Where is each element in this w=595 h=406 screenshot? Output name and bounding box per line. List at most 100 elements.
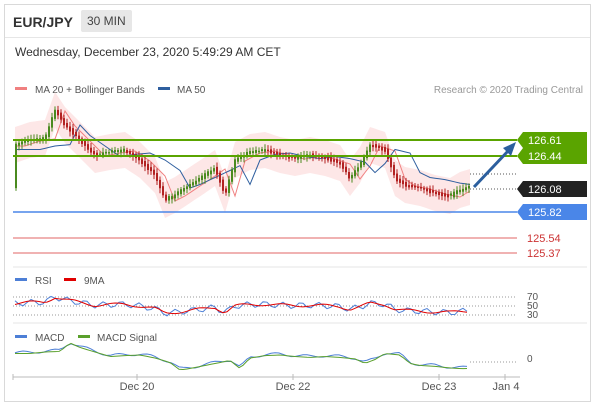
candle-body [324, 156, 326, 160]
candle-body [408, 185, 410, 188]
candle-body [15, 143, 17, 189]
candle-body [216, 166, 218, 175]
candle-body [360, 161, 362, 168]
candle-body [150, 167, 152, 172]
x-tick-dec22: Dec 22 [276, 381, 311, 393]
rsi-line [14, 295, 468, 317]
level-label-126-61: 126.61 [528, 135, 562, 147]
rsi-plot [14, 295, 468, 317]
candle-body [153, 169, 155, 175]
candle-body [249, 151, 251, 154]
candle-body [438, 191, 440, 196]
candle-body [90, 147, 92, 153]
timeframe-button[interactable]: 30 MIN [81, 10, 132, 32]
candle-body [228, 179, 230, 193]
candle-body [363, 156, 365, 165]
level-tag-126-44: 126.44 [517, 148, 587, 164]
legend-swatch-macd-signal [78, 335, 90, 338]
candle-body [192, 182, 194, 186]
candle-body [147, 163, 149, 170]
chart-header: EUR/JPY 30 MIN [5, 5, 590, 38]
rsi-9ma-line [14, 297, 468, 315]
level-label-126-08: 126.08 [528, 184, 562, 196]
rsi-label-50: 50 [527, 301, 539, 312]
candle-body [429, 188, 431, 194]
candle-body [207, 171, 209, 176]
x-tick-dec20: Dec 20 [120, 381, 155, 393]
credit-text: Research © 2020 Trading Central [434, 85, 583, 96]
candle-body [441, 192, 443, 197]
macd-plot [14, 342, 468, 371]
candle-body [246, 151, 248, 157]
candle-body [225, 188, 227, 193]
candle-body [42, 137, 44, 140]
candle-body [405, 181, 407, 187]
candle-body [402, 180, 404, 185]
macd-signal-line [15, 342, 468, 371]
candle-body [96, 152, 98, 157]
candle-body [132, 152, 134, 157]
candle-body [390, 157, 392, 168]
candle-body [420, 186, 422, 189]
candle-body [234, 159, 236, 173]
candle-body [201, 175, 203, 180]
x-tick-dec23: Dec 23 [422, 381, 457, 393]
candle-body [24, 140, 26, 143]
candle-body [162, 186, 164, 196]
level-tag-126-61: 126.61 [517, 132, 587, 148]
candle-body [399, 178, 401, 183]
candle-body [102, 152, 104, 156]
rsi-label-30: 30 [527, 310, 539, 321]
candle-body [333, 159, 335, 162]
candle-body [273, 151, 275, 154]
candle-body [177, 191, 179, 196]
level-tag-125-82: 125.82 [517, 204, 587, 220]
legend-swatch-ma50 [158, 87, 170, 90]
candle-body [105, 151, 107, 154]
candle-body [108, 152, 110, 154]
candle-body [144, 161, 146, 167]
candle-body [120, 149, 122, 153]
candle-body [222, 179, 224, 191]
candle-body [156, 172, 158, 181]
candle-body [186, 186, 188, 190]
ma50-line [15, 124, 471, 189]
candle-body [417, 186, 419, 188]
candle-body [423, 188, 425, 190]
candle-body [48, 126, 50, 137]
candle-body [453, 191, 455, 198]
legend-swatch-ma20 [15, 87, 27, 90]
candle-body [426, 188, 428, 192]
candle-body [78, 135, 80, 140]
candle-body [378, 145, 380, 149]
candle-body [45, 134, 47, 139]
candle-body [393, 164, 395, 176]
candle-body [72, 128, 74, 135]
candle-body [294, 157, 296, 159]
candle-body [63, 118, 65, 126]
candle-body [84, 140, 86, 146]
candle-body [375, 144, 377, 148]
candle-body [330, 157, 332, 162]
candle-body [381, 146, 383, 151]
candle-body [465, 187, 467, 191]
legend-9ma-label: 9MA [84, 276, 105, 287]
candle-body [117, 149, 119, 153]
chart-widget [4, 4, 591, 402]
candle-body [435, 191, 437, 195]
candle-body [180, 189, 182, 195]
candle-body [384, 147, 386, 152]
legend-swatch-rsi [15, 278, 27, 281]
candle-body [279, 152, 281, 156]
candle-body [342, 162, 344, 169]
legend-rsi-label: RSI [35, 276, 52, 287]
candle-body [357, 167, 359, 172]
candle-body [171, 196, 173, 200]
candle-body [255, 150, 257, 153]
candle-body [327, 157, 329, 161]
candle-body [297, 156, 299, 160]
candle-body [414, 185, 416, 188]
candle-body [432, 190, 434, 193]
candle-body [252, 151, 254, 154]
